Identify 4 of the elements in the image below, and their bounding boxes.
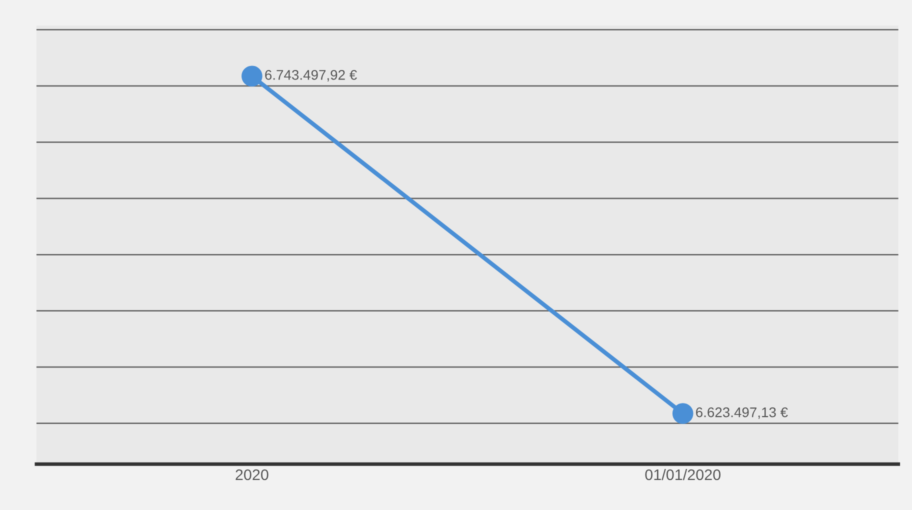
x-tick-label: 01/01/2020 <box>645 468 720 480</box>
x-tick-label: 2020 <box>236 469 268 480</box>
data-label: 6.743.497,92 € <box>265 70 357 82</box>
data-label: 6.623.497,13 € <box>696 407 788 419</box>
